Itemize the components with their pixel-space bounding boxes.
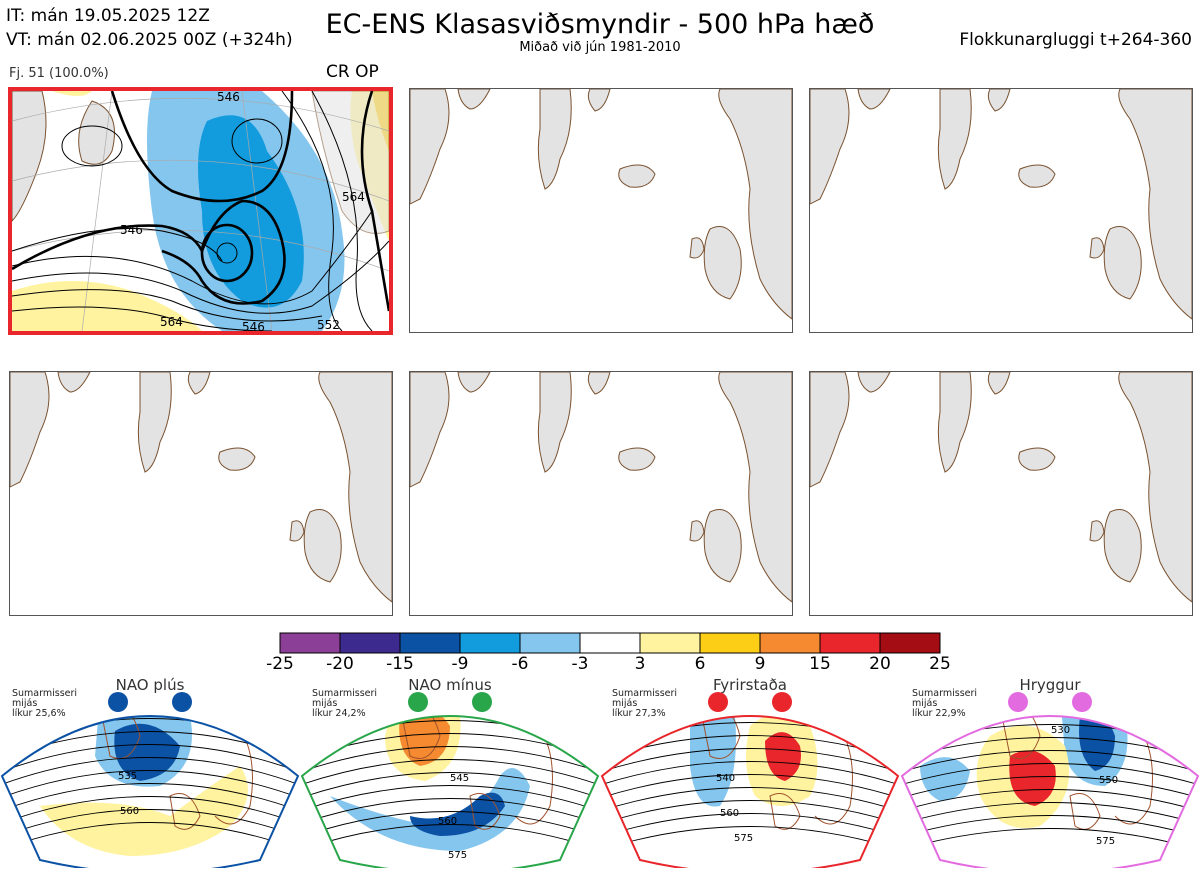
contour-label: 545 <box>450 773 469 784</box>
regime-marker-dot <box>708 692 728 712</box>
contour-label: 552 <box>317 318 340 331</box>
colorbar-tick-label: -3 <box>571 654 589 674</box>
basemap <box>810 372 1192 603</box>
contour-label: 564 <box>160 315 183 329</box>
contour-label: 560 <box>720 808 739 819</box>
regime-blocking[interactable]: 540 560 575 Fyrirstaða Sumarmisseri mijás líku… <box>600 676 900 872</box>
cluster-map-4[interactable] <box>9 371 393 616</box>
colorbar-swatch <box>519 632 581 654</box>
regime-nao-minus[interactable]: 545 560 575 NAO mínus Sumarmisseri mijás líkur… <box>300 676 600 872</box>
regime-info: Sumarmisseri mijás líkur 27,3% <box>612 688 678 719</box>
regime-ridge[interactable]: 530 550 575 Hryggur Sumarmisseri mijás líkur 2… <box>900 676 1200 872</box>
regime-marker-dot <box>108 692 128 712</box>
header-left: IT: mán 19.05.2025 12Z VT: mán 02.06.202… <box>6 4 293 52</box>
regime-name: NAO mínus <box>408 676 492 694</box>
contour-label: 535 <box>118 771 137 782</box>
regime-info: Sumarmisseri mijás líkur 24,2% <box>312 688 378 719</box>
basemap <box>810 89 1192 320</box>
colorbar <box>279 632 941 658</box>
colorbar-swatch <box>699 632 761 654</box>
regime-name: Hryggur <box>1019 676 1081 694</box>
basemap <box>10 372 392 603</box>
colorbar-swatch <box>879 632 941 654</box>
regime-map: 530 550 575 <box>900 692 1200 872</box>
colorbar-swatch <box>639 632 701 654</box>
colorbar-tick-label: 20 <box>869 654 891 674</box>
regime-marker-dot <box>472 692 492 712</box>
regime-marker-dot <box>1008 692 1028 712</box>
cluster-map-6[interactable] <box>809 371 1193 616</box>
contour-label: 546 <box>120 223 143 237</box>
colorbar-tick-label: -6 <box>511 654 529 674</box>
regime-map: 545 560 575 <box>300 692 600 872</box>
contour-label: 564 <box>342 190 365 204</box>
page-title: EC-ENS Klasasviðsmyndir - 500 hPa hæð <box>325 9 875 40</box>
colorbar-swatch <box>339 632 401 654</box>
contour-label: 575 <box>734 833 753 844</box>
classification-window: Flokkunargluggi t+264-360 <box>959 30 1192 50</box>
colorbar-tick-label: -9 <box>451 654 469 674</box>
regime-marker-dot <box>772 692 792 712</box>
colorbar-swatch <box>459 632 521 654</box>
contour-label: 546 <box>242 320 265 331</box>
contour-label: 546 <box>217 91 240 104</box>
regime-info: Sumarmisseri mijás líkur 25,6% <box>12 688 78 719</box>
regime-label: CR OP <box>326 62 379 82</box>
contour-label: 560 <box>120 806 139 817</box>
colorbar-tick-label: 9 <box>754 654 766 674</box>
cluster-map-2[interactable] <box>409 88 793 333</box>
basemap <box>410 372 792 603</box>
regime-info: Sumarmisseri mijás líkur 22,9% <box>912 688 978 719</box>
colorbar-swatch <box>579 632 641 654</box>
page-subtitle: Miðað við jún 1981-2010 <box>519 40 681 55</box>
colorbar-tick-label: 25 <box>929 654 951 674</box>
colorbar-tick-label: -20 <box>326 654 354 674</box>
colorbar-swatch <box>399 632 461 654</box>
regime-marker-dot <box>408 692 428 712</box>
contour-label: 530 <box>1051 725 1070 736</box>
contour-label: 540 <box>716 773 735 784</box>
initial-time: IT: mán 19.05.2025 12Z <box>6 6 210 26</box>
contour-label: 550 <box>1099 775 1118 786</box>
colorbar-tick-label: -25 <box>266 654 294 674</box>
regime-name: Fyrirstaða <box>713 676 787 694</box>
valid-time: VT: mán 02.06.2025 00Z (+324h) <box>6 30 293 50</box>
basemap <box>410 89 792 320</box>
contour-label: 560 <box>438 816 457 827</box>
regime-name: NAO plús <box>115 676 185 694</box>
colorbar-tick-label: -15 <box>386 654 414 674</box>
contour-label: 575 <box>1096 836 1115 847</box>
colorbar-tick-label: 3 <box>634 654 646 674</box>
colorbar-tick-label: 6 <box>694 654 706 674</box>
anomaly-map: 546 546 564 564 546 552 <box>12 91 389 331</box>
colorbar-swatch <box>759 632 821 654</box>
cluster-map-1[interactable]: 546 546 564 564 546 552 <box>8 87 393 335</box>
regime-nao-plus[interactable]: 535 560 NAO plús Sumarmisseri mijás líkur 25,… <box>0 676 300 872</box>
cluster-map-3[interactable] <box>809 88 1193 333</box>
regime-marker-dot <box>172 692 192 712</box>
cluster-map-5[interactable] <box>409 371 793 616</box>
regime-map: 540 560 575 <box>600 692 900 872</box>
colorbar-tick-label: 15 <box>809 654 831 674</box>
member-count-label: Fj. 51 (100.0%) <box>9 66 109 81</box>
regime-marker-dot <box>1072 692 1092 712</box>
colorbar-swatch <box>279 632 341 654</box>
regime-map: 535 560 <box>0 692 300 872</box>
contour-label: 575 <box>448 850 467 861</box>
colorbar-swatch <box>819 632 881 654</box>
